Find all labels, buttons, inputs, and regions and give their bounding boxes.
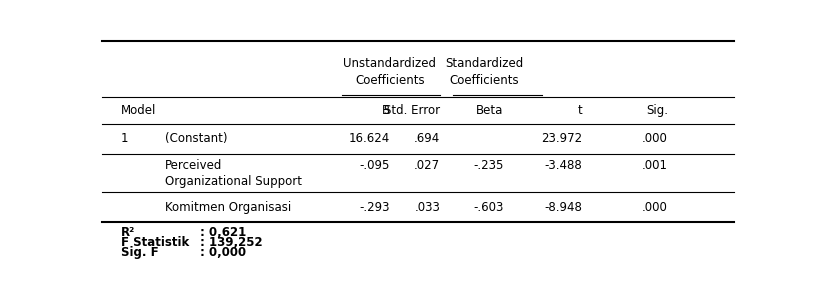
Text: .000: .000 [642, 132, 668, 145]
Text: -3.488: -3.488 [545, 159, 583, 172]
Text: Standardized
Coefficients: Standardized Coefficients [446, 57, 524, 87]
Text: Sig. F: Sig. F [121, 246, 158, 259]
Text: 1: 1 [121, 132, 128, 145]
Text: : 0,621: : 0,621 [200, 226, 246, 239]
Text: -.293: -.293 [359, 201, 390, 214]
Text: -.095: -.095 [359, 159, 390, 172]
Text: 23.972: 23.972 [542, 132, 583, 145]
Text: Komitmen Organisasi: Komitmen Organisasi [165, 201, 291, 214]
Text: Organizational Support: Organizational Support [165, 175, 302, 188]
Text: Sig.: Sig. [646, 104, 668, 117]
Text: : 0,000: : 0,000 [200, 246, 246, 259]
Text: .027: .027 [415, 159, 441, 172]
Text: -8.948: -8.948 [545, 201, 583, 214]
Text: .000: .000 [642, 201, 668, 214]
Text: : 139,252: : 139,252 [200, 236, 263, 249]
Text: .033: .033 [415, 201, 441, 214]
Text: -.603: -.603 [473, 201, 503, 214]
Text: .694: .694 [414, 132, 441, 145]
Text: t: t [578, 104, 583, 117]
Text: F Statistik: F Statistik [121, 236, 189, 249]
Text: Beta: Beta [477, 104, 503, 117]
Text: Model: Model [121, 104, 157, 117]
Text: R²: R² [121, 226, 135, 239]
Text: B: B [382, 104, 390, 117]
Text: Unstandardized
Coefficients: Unstandardized Coefficients [344, 57, 437, 87]
Text: -.235: -.235 [473, 159, 503, 172]
Text: Perceived: Perceived [165, 159, 223, 172]
Text: 16.624: 16.624 [348, 132, 390, 145]
Text: (Constant): (Constant) [165, 132, 228, 145]
Text: .001: .001 [642, 159, 668, 172]
Text: Std. Error: Std. Error [384, 104, 441, 117]
